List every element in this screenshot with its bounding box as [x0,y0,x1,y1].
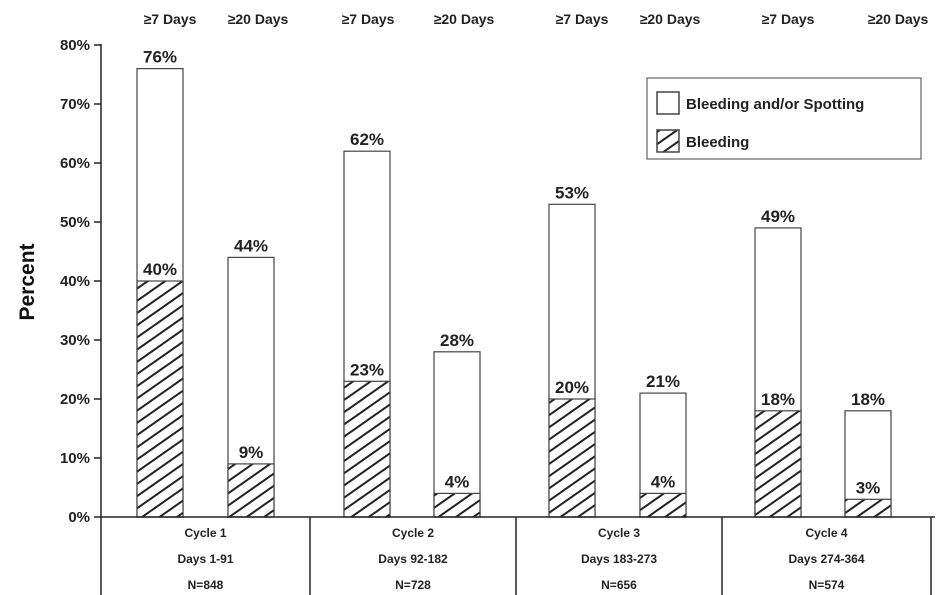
data-label-bleeding: 40% [143,260,177,279]
y-tick-label: 60% [60,155,90,172]
data-label-bleeding-spotting: 53% [555,183,589,202]
column-header: ≥7 Days [342,11,395,27]
column-header: ≥7 Days [762,11,815,27]
y-tick-label: 10% [60,450,90,467]
data-label-bleeding-spotting: 76% [143,48,177,67]
data-label-bleeding-spotting: 44% [234,236,268,255]
y-tick-label: 0% [68,509,90,526]
group-cycle-label: Cycle 1 [184,526,226,540]
y-tick-label: 50% [60,214,90,231]
bar-bleeding-spotting [433,351,481,518]
data-label-bleeding-spotting: 49% [761,207,795,226]
data-label-bleeding: 9% [239,443,264,462]
group-n-label: N=574 [809,578,845,592]
data-label-bleeding-spotting: 28% [440,331,474,350]
data-label-bleeding-spotting: 18% [851,390,885,409]
data-label-bleeding-spotting: 62% [350,130,384,149]
bar-bleeding [639,492,687,518]
group-days-label: Days 183-273 [581,552,657,566]
y-axis-label: Percent [16,243,39,320]
y-tick-label: 80% [60,37,90,54]
column-header: ≥7 Days [556,11,609,27]
legend-label-bleeding-spotting: Bleeding and/or Spotting [686,96,864,113]
column-header: ≥20 Days [640,11,701,27]
column-header: ≥20 Days [434,11,495,27]
data-label-bleeding: 3% [856,478,881,497]
group-n-label: N=848 [188,578,224,592]
group-cycle-label: Cycle 3 [598,526,640,540]
y-tick-label: 70% [60,96,90,113]
group-n-label: N=728 [395,578,431,592]
data-label-bleeding: 4% [651,472,676,491]
bar-bleeding [227,463,275,518]
y-tick-label: 30% [60,332,90,349]
group-days-label: Days 274-364 [788,552,864,566]
data-label-bleeding-spotting: 21% [646,372,680,391]
group-cycle-label: Cycle 2 [392,526,434,540]
data-label-bleeding: 23% [350,360,384,379]
column-header: ≥20 Days [868,11,929,27]
bar-bleeding [754,410,802,518]
legend: Bleeding and/or Spotting Bleeding [646,77,922,160]
group-days-label: Days 92-182 [378,552,448,566]
legend-swatch-bleeding-spotting [656,91,680,115]
bar-bleeding [136,280,184,518]
legend-label-bleeding: Bleeding [686,134,749,151]
group-days-label: Days 1-91 [177,552,233,566]
group-n-label: N=656 [601,578,637,592]
legend-box [646,77,922,160]
data-label-bleeding: 20% [555,378,589,397]
column-header: ≥7 Days [144,11,197,27]
bar-bleeding [343,380,391,518]
column-header: ≥20 Days [228,11,289,27]
bar-bleeding [548,398,596,518]
bar-bleeding [433,492,481,518]
data-label-bleeding: 4% [445,472,470,491]
bar-bleeding [844,498,892,518]
legend-swatch-bleeding [656,129,680,153]
y-tick-label: 40% [60,273,90,290]
y-tick-label: 20% [60,391,90,408]
group-cycle-label: Cycle 4 [805,526,847,540]
data-label-bleeding: 18% [761,390,795,409]
